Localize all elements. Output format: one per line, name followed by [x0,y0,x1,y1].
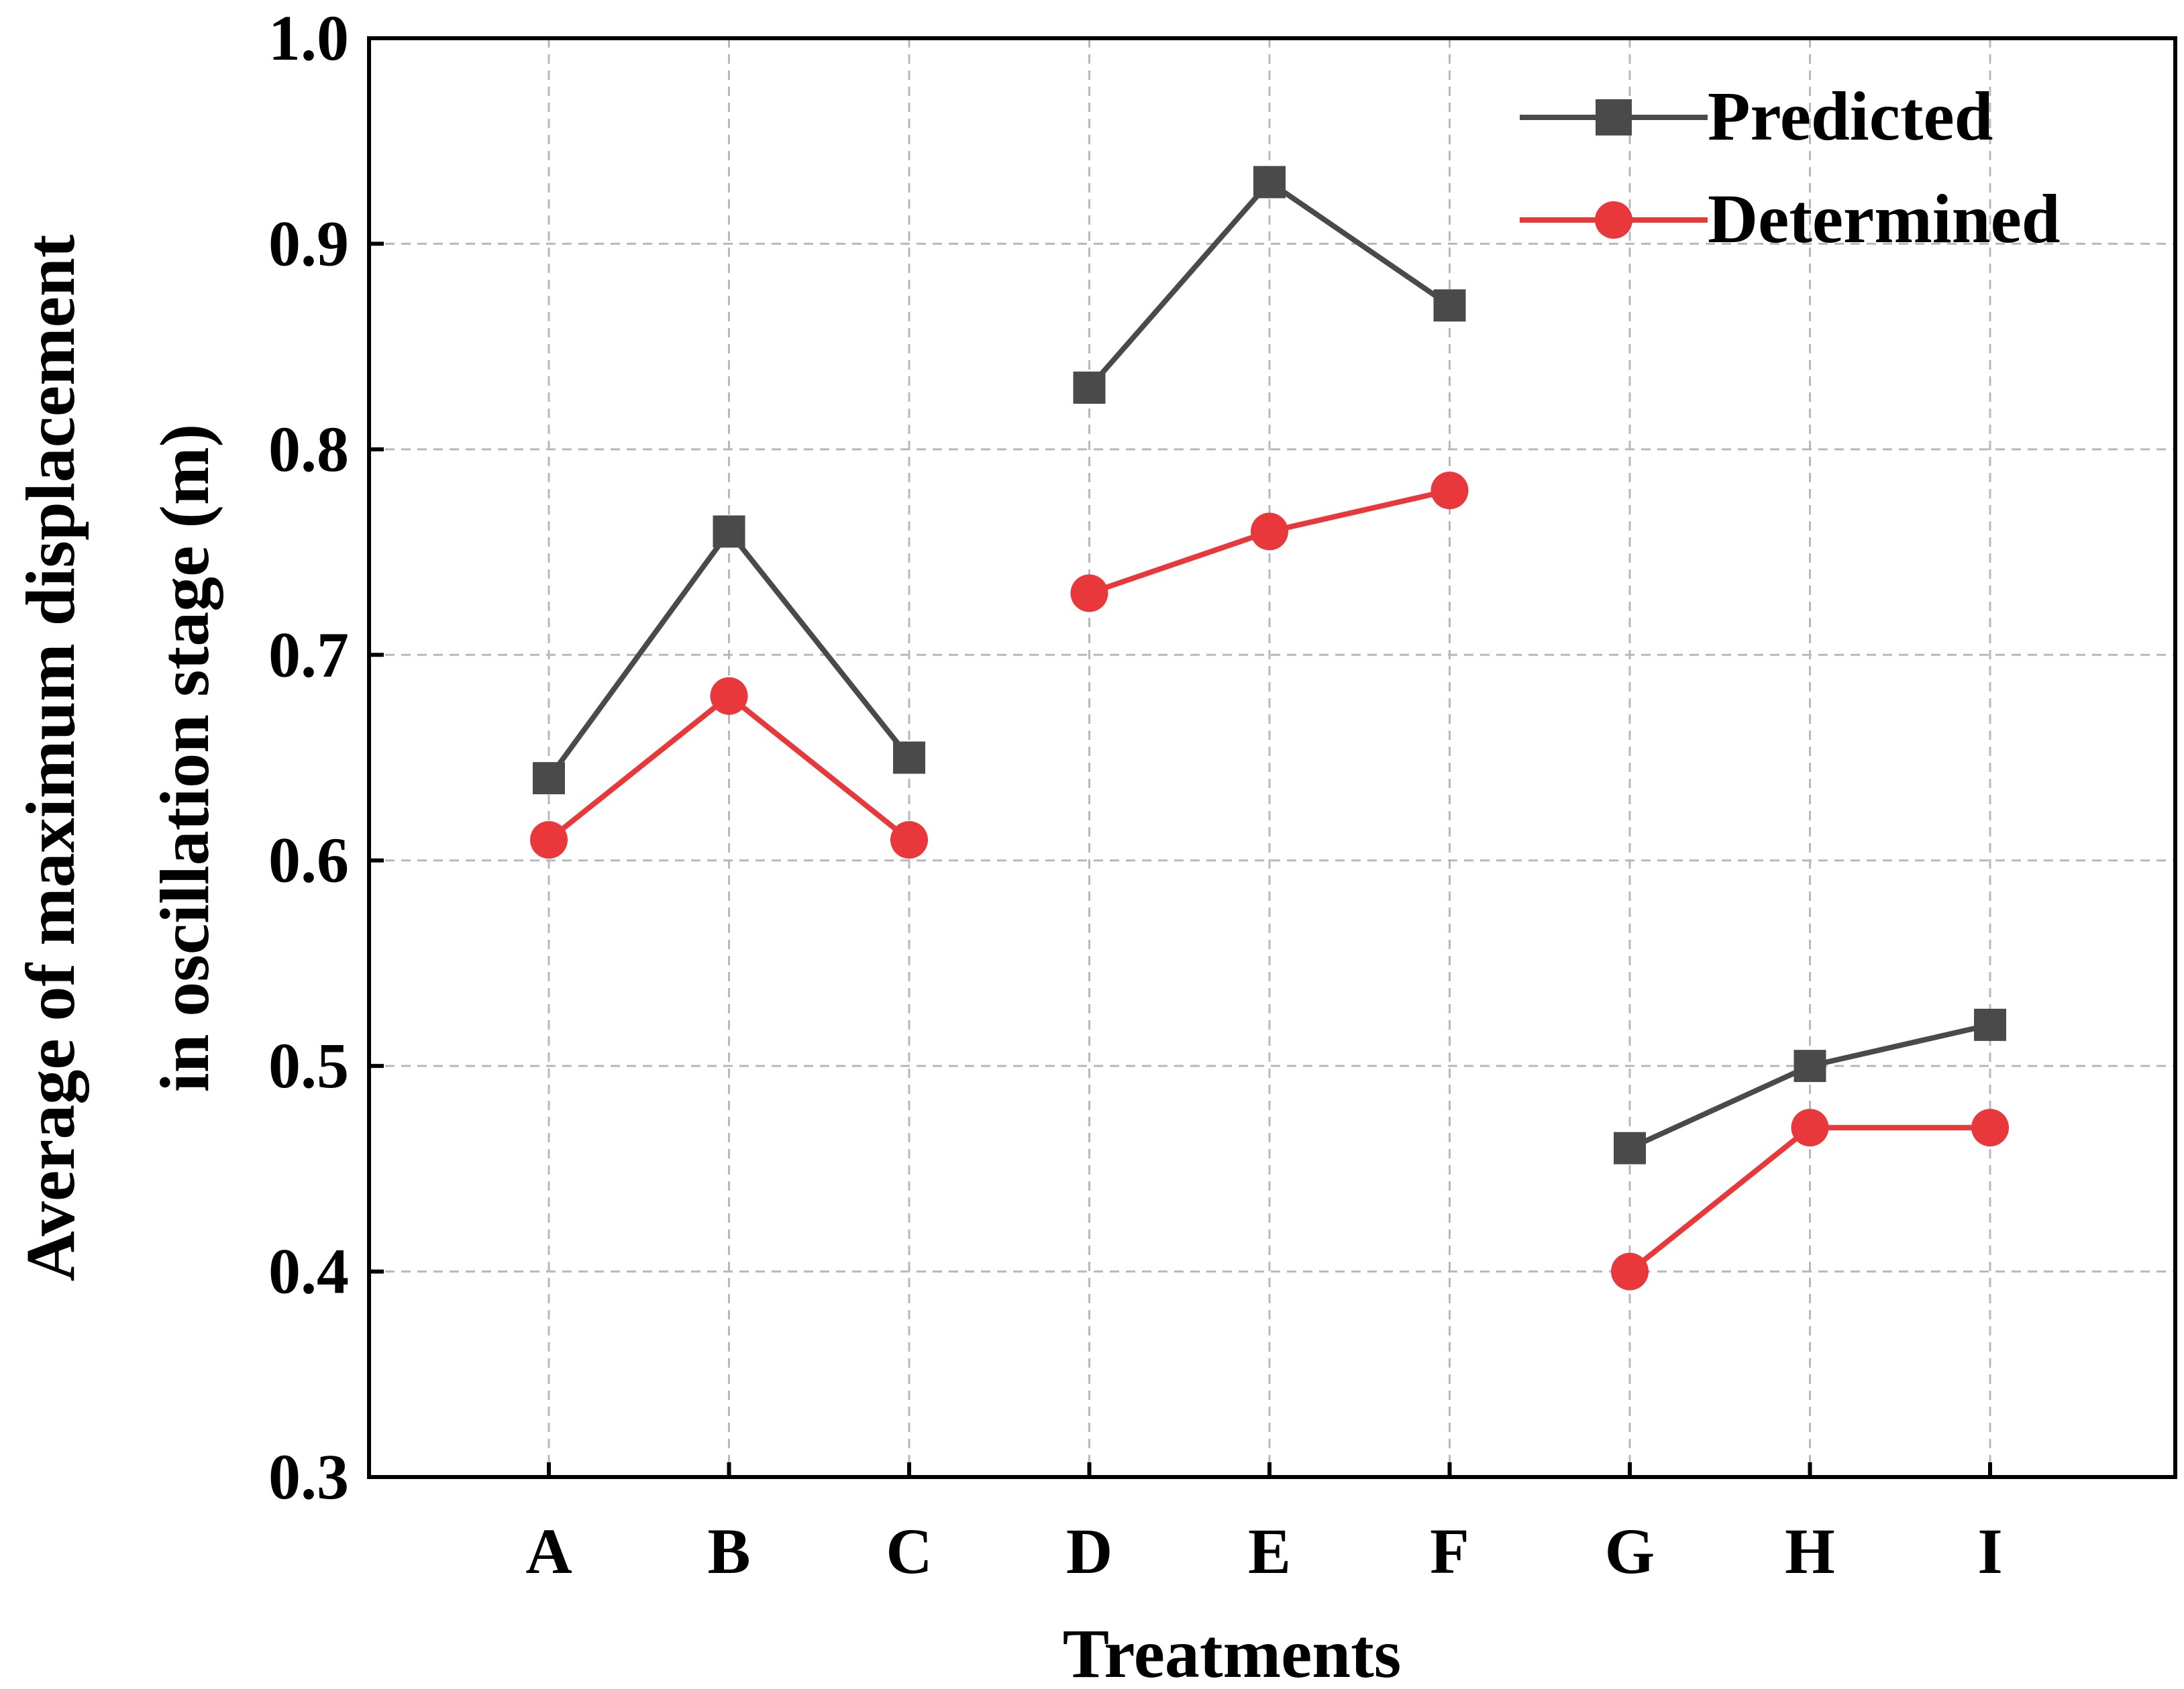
data-point-circle [1431,472,1469,510]
y-tick-label: 0.6 [268,824,349,896]
y-tick-label: 0.8 [268,413,349,485]
y-tick-label: 0.4 [268,1236,349,1307]
data-point-circle [1611,1252,1649,1291]
y-tick-label: 1.0 [268,2,349,74]
data-point-square [1253,166,1286,199]
axis-ticks [369,241,1992,1477]
series-determined [530,472,2009,1291]
data-point-square [1073,371,1106,404]
data-point-circle [890,821,928,859]
x-tick-label: F [1430,1515,1469,1587]
legend: Predicted Determined [1520,78,2061,258]
series-group [530,166,2009,1291]
x-tick-label: C [886,1515,932,1587]
series-predicted [533,166,2006,1164]
x-tick-label: H [1785,1515,1835,1587]
data-point-circle [1971,1109,2009,1147]
data-point-circle [530,821,568,859]
x-tick-label: E [1248,1515,1291,1587]
grid [369,38,2175,1477]
x-axis-title: Treatments [1063,1615,1401,1689]
data-point-circle [710,677,748,715]
y-axis-title: Average of maximum displacement [12,234,89,1281]
data-point-circle [1251,512,1288,551]
plot-frame [367,36,2177,1479]
y-axis-title-line-2: in oscillation stage (m) [146,424,223,1093]
data-point-square [1614,1132,1646,1164]
x-tick-label: G [1605,1515,1655,1587]
x-tick-label: A [525,1515,572,1587]
legend-circle-marker [1595,201,1632,239]
data-point-circle [1791,1109,1829,1147]
y-tick-label: 0.5 [268,1030,349,1101]
x-tick-label: B [707,1515,750,1587]
data-point-square [1974,1008,2006,1041]
legend-square-marker [1596,99,1632,135]
x-tick-label: I [1977,1515,2002,1587]
x-tick-label: D [1066,1515,1112,1587]
y-tick-label: 0.7 [268,618,349,690]
data-point-square [1433,289,1466,322]
legend-label-predicted: Predicted [1708,78,1993,155]
data-point-square [713,515,745,548]
data-point-square [533,762,565,795]
y-tick-label: 0.9 [268,207,349,279]
data-point-square [893,741,925,774]
tick-labels: 0.3 0.4 0.5 0.6 0.7 0.8 0.9 1.0 A B C D E F G H I [268,2,2003,1587]
y-axis-title-line-1: Average of maximum displacement [12,234,89,1281]
data-point-circle [1070,574,1108,612]
y-axis-title-2: in oscillation stage (m) [146,424,223,1093]
y-tick-label: 0.3 [268,1441,349,1513]
data-point-square [1793,1050,1826,1083]
legend-label-determined: Determined [1708,180,2061,258]
